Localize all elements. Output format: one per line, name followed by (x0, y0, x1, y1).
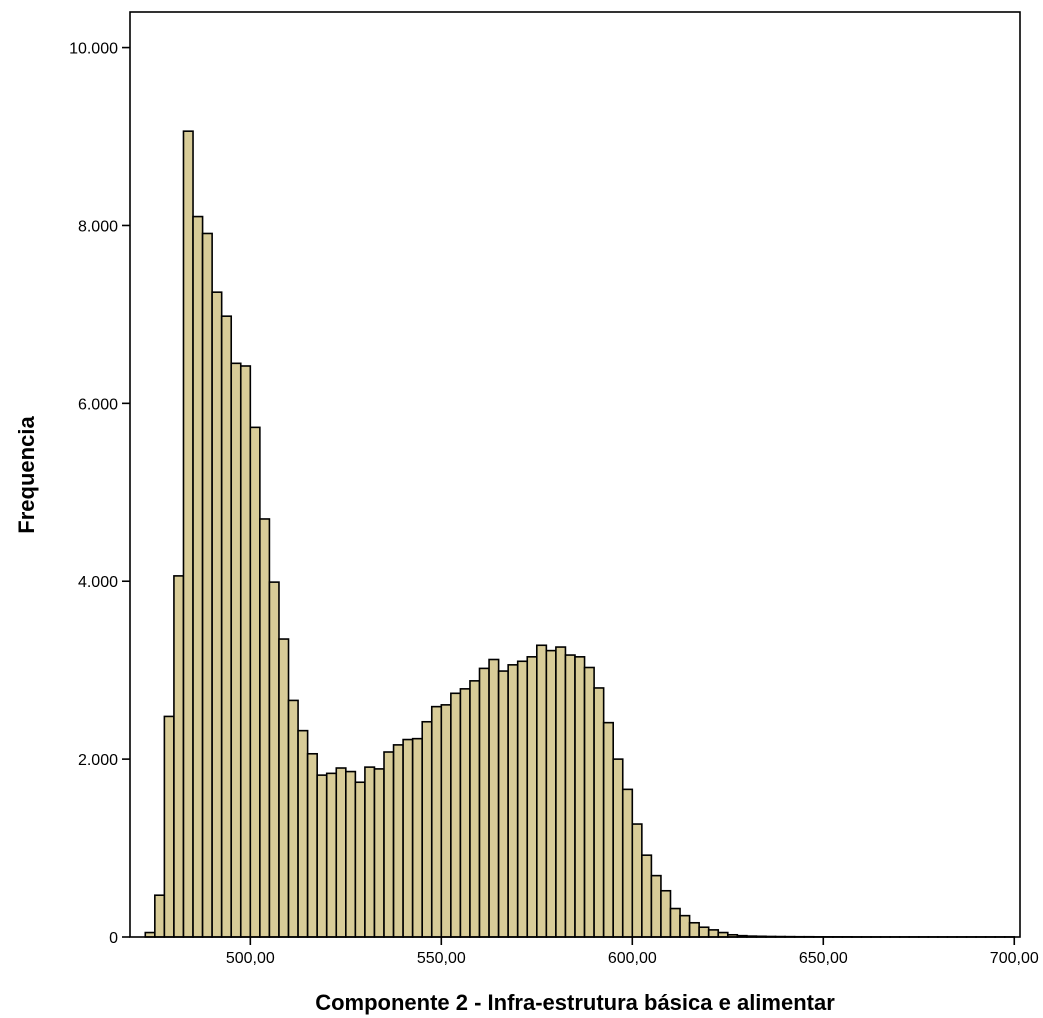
histogram-bar (211, 291, 223, 938)
histogram-bar (259, 518, 271, 938)
histogram-bar (650, 874, 662, 938)
histogram-bar (469, 680, 481, 938)
histogram-bar (478, 667, 490, 938)
histogram-bar (220, 315, 233, 938)
histogram-bar (297, 729, 309, 938)
bars-group (144, 130, 1016, 938)
histogram-bar (641, 854, 653, 938)
histogram-bar (192, 215, 204, 938)
histogram-bar (325, 772, 338, 938)
x-tick-label: 650,00 (799, 950, 848, 967)
histogram-bar (535, 644, 548, 938)
x-tick-label: 600,00 (608, 950, 657, 967)
histogram-bar (383, 751, 395, 938)
histogram-bar (345, 770, 357, 938)
y-tick-label: 4.000 (78, 574, 118, 591)
histogram-bar (583, 666, 595, 938)
histogram-bar (201, 232, 213, 938)
histogram-bar (516, 660, 529, 938)
histogram-bar (163, 715, 175, 938)
histogram-bar (707, 929, 720, 938)
histogram-bar (593, 687, 605, 938)
histogram-bar (316, 774, 328, 938)
histogram-bar (497, 670, 509, 938)
histogram-bar (602, 721, 615, 938)
histogram-bar (669, 907, 681, 938)
y-tick-label: 8.000 (78, 218, 118, 235)
histogram-bar (392, 744, 404, 938)
y-axis-title: Frequencia (14, 416, 39, 534)
histogram-bar (612, 758, 624, 938)
histogram-bar (631, 823, 643, 938)
x-tick-label: 500,00 (226, 950, 275, 967)
y-tick-label: 10.000 (69, 41, 118, 58)
y-axis-ticks: 0 2.000 4.000 6.000 8.000 10.000 (69, 41, 130, 947)
y-tick-label: 2.000 (78, 752, 118, 769)
histogram-bar (306, 752, 318, 938)
histogram-bar (488, 658, 500, 938)
histogram-bar (621, 788, 634, 938)
histogram-bar (411, 737, 424, 938)
histogram-bar (354, 781, 366, 938)
x-axis-ticks: 500,00 550,00 600,00 650,00 700,00 (226, 937, 1039, 967)
histogram-bar (173, 575, 185, 938)
histogram-bar (421, 720, 433, 938)
histogram-bar (564, 654, 576, 938)
histogram-bar (335, 767, 347, 938)
histogram-bar (268, 581, 280, 938)
y-tick-label: 0 (109, 930, 118, 947)
histogram-bar (526, 656, 538, 938)
x-axis-title: Componente 2 - Infra-estrutura básica e … (315, 990, 835, 1015)
histogram-bar (545, 649, 557, 938)
histogram-bar (450, 692, 462, 938)
histogram-bar (402, 738, 414, 938)
histogram-bar (182, 130, 194, 938)
x-tick-label: 700,00 (990, 950, 1039, 967)
histogram-bar (459, 688, 471, 938)
histogram-bar (154, 894, 166, 938)
histogram-bar (555, 646, 567, 938)
histogram-bar (660, 889, 672, 938)
histogram-bar (430, 705, 443, 938)
plot-frame (129, 11, 1021, 938)
histogram-bar (364, 766, 376, 938)
histogram-bar (688, 921, 700, 938)
histogram-bar (239, 365, 252, 938)
x-tick-label: 550,00 (417, 950, 466, 967)
histogram-bar (230, 362, 242, 938)
y-tick-label: 6.000 (78, 396, 118, 413)
histogram-bar (698, 926, 710, 938)
histogram-bar (373, 768, 385, 938)
histogram-bar (507, 664, 519, 938)
histogram-bar (278, 638, 290, 938)
histogram-bar (574, 656, 586, 938)
histogram-bar (440, 704, 452, 938)
axes-group (129, 11, 1021, 938)
histogram-bar (287, 699, 299, 938)
histogram-bar (249, 426, 261, 938)
histogram-bar (679, 914, 691, 938)
